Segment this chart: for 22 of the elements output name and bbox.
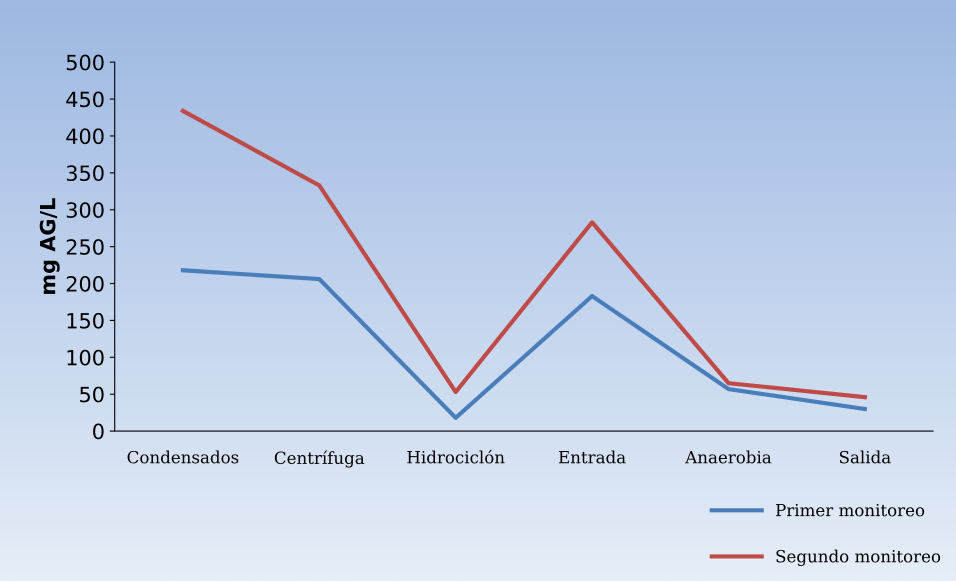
y-tick-label: 50 — [80, 386, 104, 402]
y-tick-label: 400 — [66, 128, 104, 144]
y-tick-label: 0 — [93, 424, 104, 440]
y-tick-label: 350 — [66, 165, 104, 182]
x-tick-label: Condensados — [128, 450, 238, 464]
y-axis-title: mg AG/L — [40, 198, 60, 294]
x-tick-label: Entrada — [558, 450, 626, 464]
y-tick-label: 500 — [66, 54, 104, 70]
y-tick-label: 250 — [66, 239, 104, 255]
x-tick-label: Hidrociclón — [407, 450, 505, 464]
y-tick-label: 300 — [66, 202, 104, 218]
x-tick-label: Anaerobia — [685, 450, 772, 464]
x-tick-label: Salida — [840, 450, 891, 464]
legend-label: Primer monitoreo — [776, 504, 924, 516]
y-tick-label: 450 — [66, 92, 104, 108]
x-tick-label: Centrífuga — [274, 450, 364, 468]
y-tick-label: 150 — [68, 312, 104, 329]
line-series — [180, 108, 867, 400]
line-series — [180, 268, 867, 420]
legend-label: Segundo monitoreo — [776, 550, 940, 566]
y-tick-label: 100 — [68, 350, 104, 366]
y-tick-label: 200 — [66, 276, 104, 292]
